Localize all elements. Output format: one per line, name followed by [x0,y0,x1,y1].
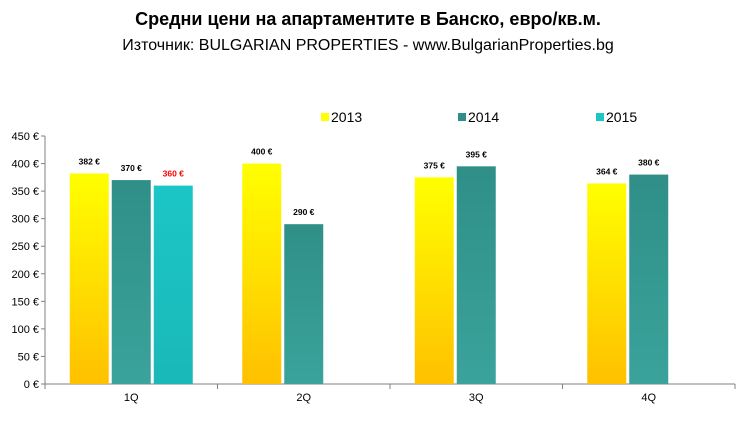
bar-2013-3Q [414,177,454,384]
chart-title: Средни цени на апартаментите в Банско, е… [135,9,601,29]
y-tick-label: 200 € [11,269,39,281]
legend: 2013 2014 2015 [321,109,637,125]
y-tick-label: 150 € [11,296,39,308]
chart-subtitle: Източник: BULGARIAN PROPERTIES - www.Bul… [122,37,614,54]
bar-2013-1Q [69,173,109,384]
bar-2015-1Q [153,185,193,384]
y-tick-label: 0 € [24,379,39,391]
y-tick-label: 50 € [18,351,39,363]
data-label: 370 € [121,163,143,173]
legend-swatch-2014 [458,113,466,121]
bar-2013-2Q [242,163,282,384]
x-tick-label: 2Q [296,392,311,404]
x-tick-label: 1Q [124,392,139,404]
bars [69,163,669,384]
data-labels: 382 € 370 € 360 € 400 € 290 € 375 € 395 € 364 €… [79,147,660,218]
x-axis: 1Q 2Q 3Q 4Q [44,383,736,404]
bar-2014-2Q [284,224,324,384]
legend-label-2015: 2015 [606,109,637,125]
data-label: 380 € [638,158,660,168]
y-tick-label: 350 € [11,186,39,198]
y-tick-label: 300 € [11,214,39,226]
bar-2014-4Q [629,174,669,384]
x-tick-label: 3Q [469,392,484,404]
legend-swatch-2013 [321,113,329,121]
data-label: 364 € [596,166,618,176]
y-tick-label: 100 € [11,324,39,336]
legend-label-2013: 2013 [331,109,362,125]
y-tick-label: 450 € [11,131,39,143]
legend-swatch-2015 [596,113,604,121]
y-axis: 0 € 50 € 100 € 150 € 200 € 250 € 300 € 350 € 400… [11,131,46,391]
bar-2013-4Q [587,183,627,384]
data-label: 382 € [79,156,101,166]
bar-2014-3Q [456,166,496,384]
data-label: 290 € [293,207,315,217]
data-label: 400 € [251,147,273,157]
data-label: 360 € [163,169,185,179]
y-tick-label: 400 € [11,159,39,171]
legend-label-2014: 2014 [468,109,499,125]
x-tick-label: 4Q [641,392,656,404]
y-tick-label: 250 € [11,241,39,253]
data-label: 395 € [466,149,488,159]
data-label: 375 € [424,160,446,170]
bar-2014-1Q [111,180,151,384]
